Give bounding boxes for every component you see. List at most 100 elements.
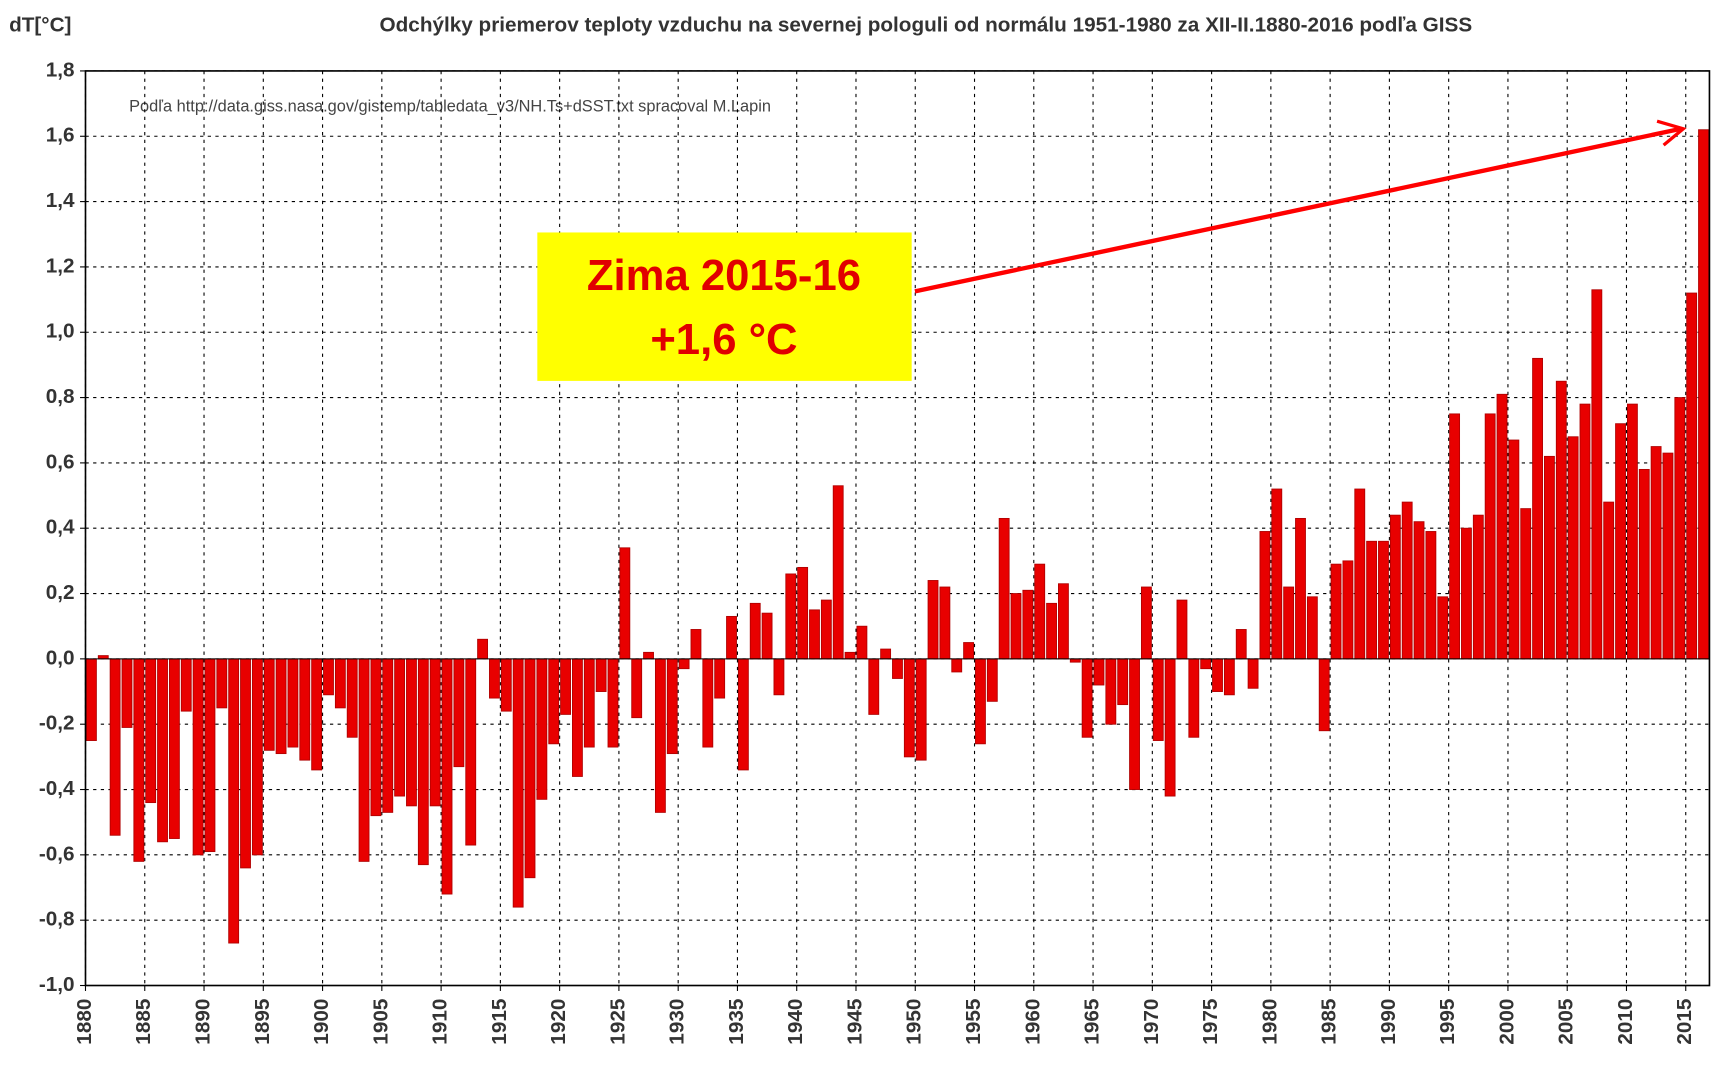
- bar: [773, 658, 785, 696]
- bar: [429, 658, 441, 807]
- bar: [1650, 446, 1662, 660]
- y-tick-label: 0,8: [46, 385, 75, 408]
- bar: [192, 658, 204, 856]
- y-tick-label: -0,6: [39, 842, 75, 865]
- source-note: Podľa http://data.giss.nasa.gov/gistemp/…: [129, 97, 771, 115]
- bar: [1698, 129, 1709, 660]
- bar: [998, 517, 1010, 660]
- bar: [714, 658, 726, 699]
- x-tick-label: 1955: [962, 999, 985, 1045]
- x-tick-label: 1895: [251, 999, 274, 1045]
- bar: [394, 658, 406, 797]
- x-tick-label: 1915: [488, 999, 511, 1045]
- x-tick-label: 1910: [429, 999, 452, 1045]
- bar: [180, 658, 192, 712]
- bar: [406, 658, 417, 807]
- x-tick-label: 1930: [666, 999, 689, 1045]
- bar: [1117, 658, 1129, 706]
- x-tick-label: 1945: [843, 999, 866, 1045]
- bar: [204, 658, 216, 853]
- y-tick-label: 1,0: [46, 320, 75, 343]
- x-tick-label: 1935: [725, 999, 748, 1045]
- bar: [1188, 658, 1200, 738]
- x-tick-label: 1985: [1318, 999, 1341, 1045]
- bar: [1638, 468, 1650, 660]
- bar: [1366, 540, 1378, 660]
- y-tick-label: -0,2: [39, 712, 75, 735]
- bar: [1081, 658, 1093, 738]
- x-tick-label: 1995: [1436, 999, 1459, 1045]
- bar: [631, 658, 643, 719]
- bar: [1567, 436, 1579, 660]
- bar: [678, 658, 690, 670]
- bar: [1105, 658, 1117, 725]
- bar: [334, 658, 346, 709]
- y-tick-label: 1,6: [46, 124, 75, 147]
- x-tick-label: 1960: [1021, 999, 1044, 1045]
- bar: [1022, 589, 1034, 660]
- x-tick-label: 1965: [1081, 999, 1104, 1045]
- bar: [1615, 423, 1626, 660]
- y-tick-label: 0,4: [46, 516, 75, 539]
- bar: [1437, 596, 1449, 660]
- bar: [1283, 586, 1295, 660]
- bar: [524, 658, 536, 879]
- bar: [1532, 357, 1543, 660]
- bar: [417, 658, 429, 866]
- bar: [263, 658, 275, 751]
- y-tick-label: -0,4: [39, 777, 75, 800]
- y-tick-label: 0,2: [46, 581, 75, 604]
- x-tick-label: 1970: [1140, 999, 1163, 1045]
- x-tick-label: 1920: [547, 999, 570, 1045]
- x-tick-label: 1990: [1377, 999, 1400, 1045]
- bar: [1046, 602, 1057, 660]
- bar: [441, 658, 453, 895]
- bar: [1603, 501, 1615, 660]
- y-tick-label: -0,8: [39, 908, 75, 931]
- annotation-arrow: [914, 126, 1682, 294]
- bar: [275, 658, 287, 755]
- y-tick-label: 1,2: [46, 254, 75, 277]
- bar: [1544, 455, 1555, 660]
- bar: [749, 602, 761, 660]
- bar: [1152, 658, 1164, 741]
- bar: [1223, 658, 1235, 696]
- bar: [1129, 658, 1140, 790]
- x-tick-label: 1885: [132, 999, 155, 1045]
- y-tick-label: 0,6: [46, 450, 75, 473]
- bar: [560, 658, 571, 715]
- bar: [1306, 596, 1318, 660]
- bar: [595, 658, 607, 692]
- bar: [915, 658, 927, 761]
- bar: [1010, 593, 1022, 660]
- bar: [121, 658, 133, 728]
- x-tick-label: 2015: [1673, 999, 1696, 1045]
- bar: [654, 658, 666, 813]
- bar: [251, 658, 263, 856]
- arrow-head: [1656, 119, 1687, 147]
- x-tick-label: 1975: [1199, 999, 1222, 1045]
- bar: [903, 658, 915, 758]
- bar: [500, 658, 512, 712]
- bar: [1318, 658, 1330, 732]
- bar: [809, 609, 820, 660]
- annotation-text: Zima 2015-16: [587, 251, 861, 300]
- bar: [1058, 583, 1069, 660]
- y-tick-label: 1,8: [46, 58, 75, 81]
- bar: [323, 658, 334, 696]
- bar: [1176, 599, 1188, 660]
- x-tick-label: 1925: [606, 999, 629, 1045]
- bar: [1330, 563, 1342, 660]
- bar: [1295, 517, 1306, 660]
- bar: [1413, 521, 1425, 660]
- bar: [1271, 488, 1283, 660]
- bar: [963, 642, 975, 660]
- bar: [939, 586, 951, 660]
- bar: [86, 658, 97, 741]
- bar: [512, 658, 524, 908]
- bar: [1461, 527, 1472, 660]
- bar: [619, 547, 631, 660]
- bar: [951, 658, 963, 673]
- bar: [1496, 393, 1508, 660]
- x-tick-label: 1940: [784, 999, 807, 1045]
